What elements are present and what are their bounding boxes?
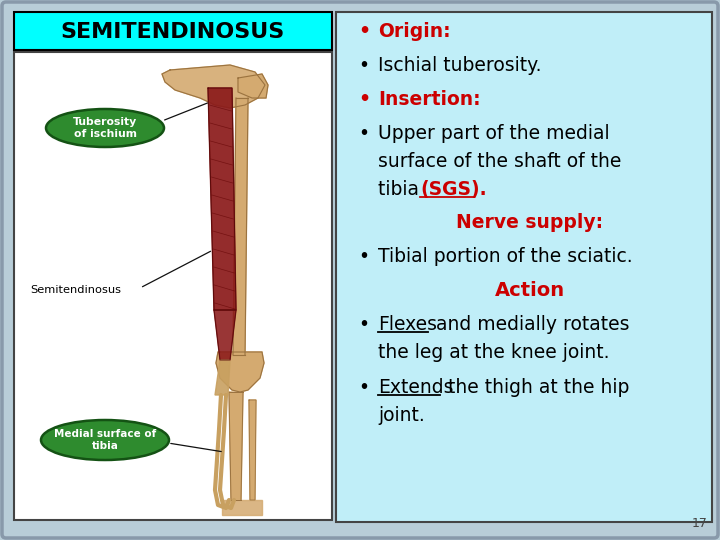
Ellipse shape xyxy=(41,420,169,460)
Text: Flexes: Flexes xyxy=(378,315,437,334)
Text: •: • xyxy=(358,22,370,41)
Text: •: • xyxy=(358,315,369,334)
Text: the leg at the knee joint.: the leg at the knee joint. xyxy=(378,343,610,362)
Ellipse shape xyxy=(46,109,164,147)
Text: tibia: tibia xyxy=(378,180,425,199)
Text: Extends: Extends xyxy=(378,378,454,397)
Text: surface of the shaft of the: surface of the shaft of the xyxy=(378,152,621,171)
Text: (SGS).: (SGS). xyxy=(420,180,487,199)
Text: SEMITENDINOSUS: SEMITENDINOSUS xyxy=(61,22,285,42)
Text: the thigh at the hip: the thigh at the hip xyxy=(442,378,629,397)
Polygon shape xyxy=(249,400,256,500)
FancyBboxPatch shape xyxy=(336,12,712,522)
Text: •: • xyxy=(358,90,370,109)
Text: •: • xyxy=(358,56,369,75)
Polygon shape xyxy=(229,392,243,500)
Text: Action: Action xyxy=(495,281,565,300)
Text: •: • xyxy=(358,247,369,266)
Polygon shape xyxy=(222,500,262,515)
Text: Upper part of the medial: Upper part of the medial xyxy=(378,124,610,143)
Text: 17: 17 xyxy=(692,517,708,530)
Text: •: • xyxy=(358,124,369,143)
Polygon shape xyxy=(216,352,264,392)
FancyBboxPatch shape xyxy=(14,12,332,50)
Polygon shape xyxy=(238,74,268,98)
Polygon shape xyxy=(233,98,248,355)
Text: Ischial tuberosity.: Ischial tuberosity. xyxy=(378,56,541,75)
Text: joint.: joint. xyxy=(378,406,425,425)
Text: •: • xyxy=(358,378,369,397)
Text: Tuberosity
of ischium: Tuberosity of ischium xyxy=(73,117,137,139)
Text: Medial surface of
tibia: Medial surface of tibia xyxy=(54,429,156,451)
Text: and medially rotates: and medially rotates xyxy=(430,315,629,334)
Text: Insertion:: Insertion: xyxy=(378,90,481,109)
Text: Nerve supply:: Nerve supply: xyxy=(456,213,603,232)
Polygon shape xyxy=(215,360,230,395)
Polygon shape xyxy=(162,65,265,108)
Text: Semitendinosus: Semitendinosus xyxy=(30,285,121,295)
FancyBboxPatch shape xyxy=(14,52,332,520)
Text: Tibial portion of the sciatic.: Tibial portion of the sciatic. xyxy=(378,247,633,266)
Text: Origin:: Origin: xyxy=(378,22,451,41)
Polygon shape xyxy=(208,88,236,310)
Polygon shape xyxy=(214,310,236,360)
